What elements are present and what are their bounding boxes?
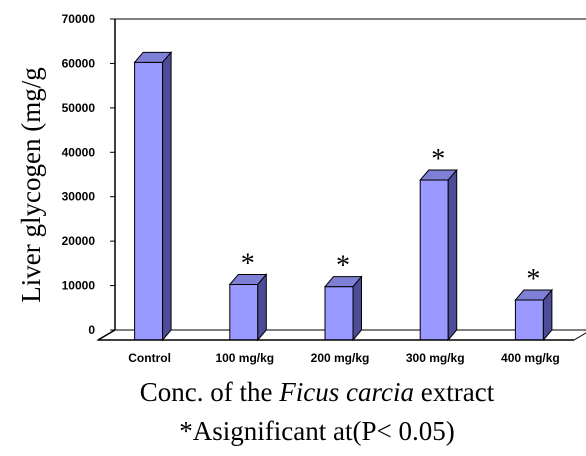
significance-star: * xyxy=(336,251,350,282)
y-tick-label: 40000 xyxy=(62,145,96,159)
y-axis-label: Liver glycogen (mg/g xyxy=(16,67,46,302)
y-tick-label: 60000 xyxy=(62,56,96,70)
bar-front xyxy=(324,286,354,341)
bar-4 xyxy=(419,168,458,342)
x-tick-label: 200 mg/kg xyxy=(311,351,370,365)
x-tick-label: 100 mg/kg xyxy=(215,351,274,365)
bar-side xyxy=(447,168,458,342)
bar-2 xyxy=(228,273,268,342)
y-axis-base xyxy=(97,329,116,341)
significance-star: * xyxy=(241,248,255,279)
significance-star: * xyxy=(431,144,445,175)
x-axis-label: Conc. of the Ficus carcia extract xyxy=(24,377,586,408)
y-tick-label: 30000 xyxy=(62,190,96,204)
bar-1 xyxy=(133,50,173,342)
bar-5 xyxy=(514,288,553,342)
y-tick-label: 20000 xyxy=(62,234,96,248)
bar-front xyxy=(419,179,449,341)
x-tick-label: Control xyxy=(128,351,171,365)
bar-side xyxy=(542,288,553,342)
bar-side xyxy=(257,273,267,342)
x-axis-label-italic: Ficus carcia xyxy=(279,377,414,407)
x-tick-label: 300 mg/kg xyxy=(406,351,465,365)
y-tick-label: 50000 xyxy=(62,101,96,115)
bar-front xyxy=(229,283,259,341)
tick-labels: Control 100 mg/kg 200 mg/kg 300 mg/kg 400 mg… xyxy=(62,12,560,365)
significance-note: *Asignificant at(P< 0.05) xyxy=(179,416,455,446)
x-tick-label: 400 mg/kg xyxy=(501,351,560,365)
bar-front xyxy=(514,299,544,341)
axes xyxy=(97,18,574,341)
significance-star: * xyxy=(526,264,540,295)
y-tick-label: 10000 xyxy=(62,279,96,293)
y-tick-label: 0 xyxy=(88,323,95,337)
significance-markers: * * * * xyxy=(241,144,541,295)
bar-3 xyxy=(323,275,363,342)
y-tick-label: 70000 xyxy=(62,12,96,26)
x-axis-label-suffix: extract xyxy=(414,377,495,407)
bar-side xyxy=(162,50,172,342)
bar-side xyxy=(352,275,362,342)
x-axis-label-prefix: Conc. of the xyxy=(139,377,280,407)
bar-chart: Control 100 mg/kg 200 mg/kg 300 mg/kg 400 mg… xyxy=(16,12,586,365)
bar-front xyxy=(134,61,164,341)
